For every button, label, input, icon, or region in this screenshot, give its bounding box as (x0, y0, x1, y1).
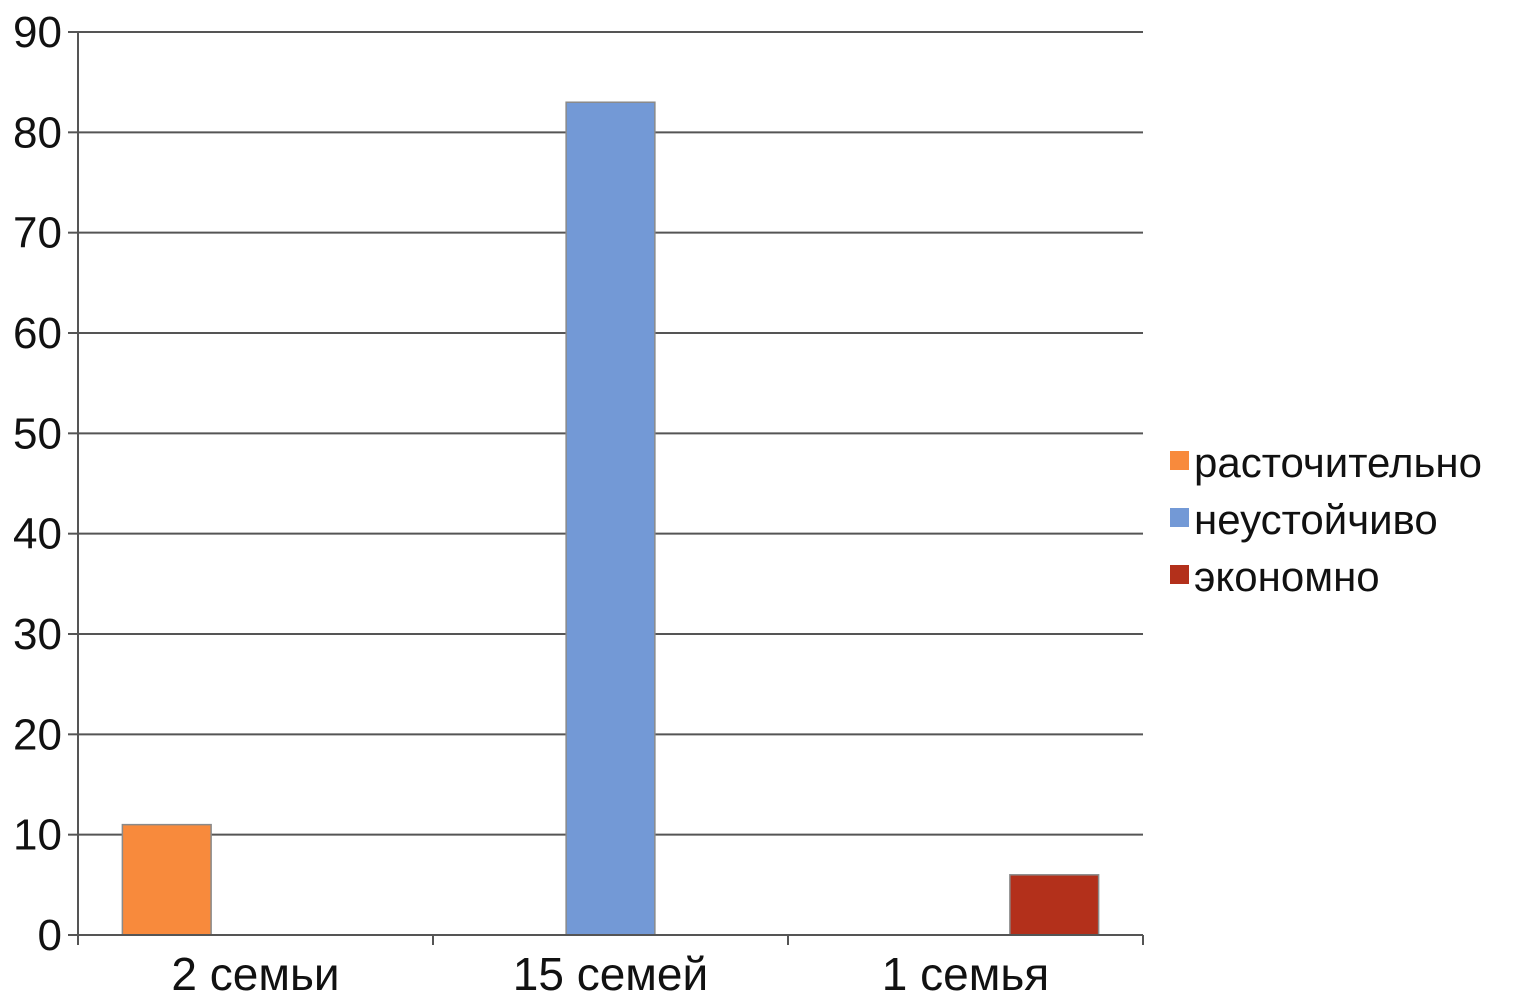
bar-2-2 (565, 101, 656, 936)
legend: расточительно неустойчиво экономно (1170, 439, 1482, 600)
y-tick-label: 70 (13, 209, 62, 258)
y-tick-label: 0 (38, 911, 62, 960)
y-tick-label: 20 (13, 710, 62, 759)
legend-swatch (1170, 565, 1189, 584)
legend-swatch (1170, 508, 1189, 527)
y-tick-labels: 0 10 20 30 40 50 60 70 80 90 (13, 8, 62, 960)
bars (121, 101, 1100, 936)
legend-label: расточительно (1194, 439, 1482, 486)
x-tick-labels: 2 семьи 15 семей 1 семья (171, 948, 1049, 997)
bar-3-3 (1009, 874, 1100, 936)
y-tick-label: 90 (13, 8, 62, 57)
bar-1-1 (121, 823, 212, 936)
legend-label: экономно (1194, 553, 1380, 600)
axes (68, 31, 1144, 945)
legend-swatch (1170, 451, 1189, 470)
x-tick-label: 2 семьи (171, 948, 339, 997)
x-tick-label: 15 семей (513, 948, 708, 997)
x-tick-label: 1 семья (882, 948, 1049, 997)
y-tick-label: 10 (13, 811, 62, 860)
y-tick-label: 50 (13, 409, 62, 458)
y-tick-label: 60 (13, 309, 62, 358)
legend-label: неустойчиво (1194, 496, 1438, 543)
y-tick-label: 30 (13, 610, 62, 659)
y-tick-label: 40 (13, 510, 62, 559)
y-tick-label: 80 (13, 108, 62, 157)
